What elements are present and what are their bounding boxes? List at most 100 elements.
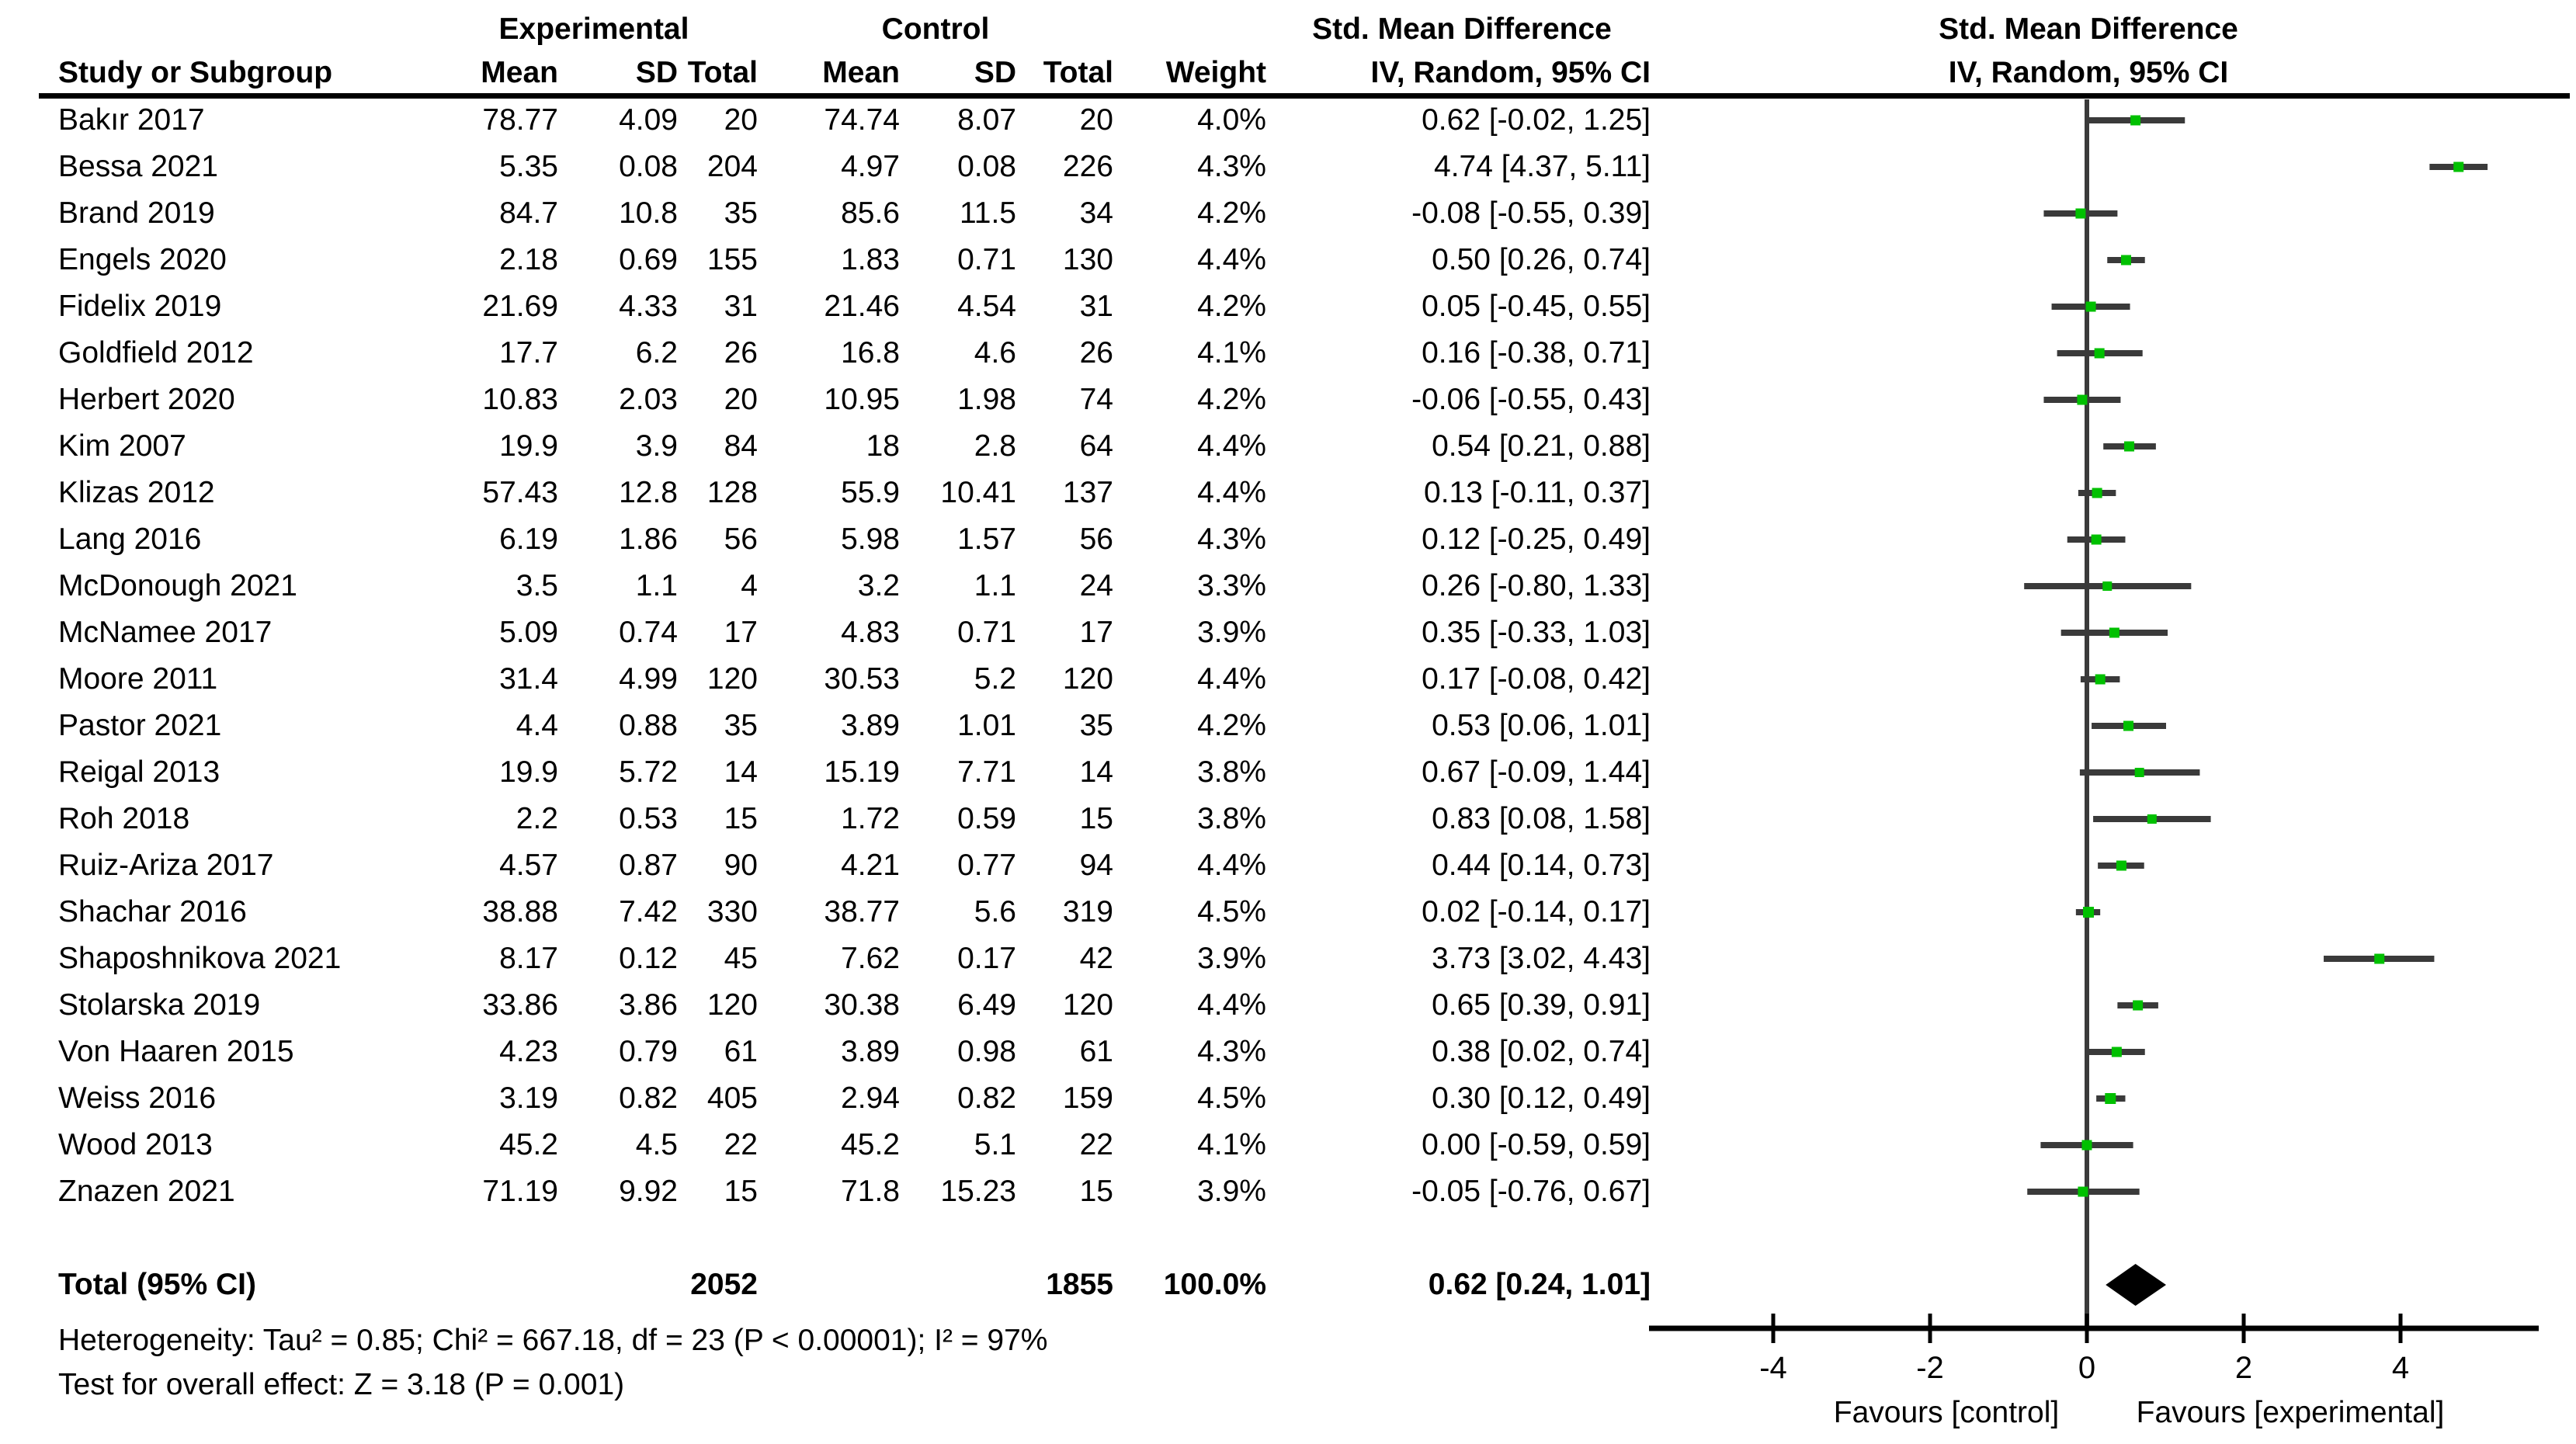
summary-diamond xyxy=(2106,1264,2167,1306)
exp-sd: 1.1 xyxy=(635,569,678,602)
method-header-left: IV, Random, 95% CI xyxy=(1370,56,1651,89)
axis-tick-label: -4 xyxy=(1759,1351,1787,1385)
exp-sd: 0.87 xyxy=(619,849,678,882)
exp-total: 35 xyxy=(724,709,758,742)
weight: 4.4% xyxy=(1197,662,1266,696)
ctl-total: 137 xyxy=(1062,476,1113,509)
ctl-mean: 71.8 xyxy=(841,1175,900,1208)
ctl-total: 120 xyxy=(1062,988,1113,1022)
study-name: Znazen 2021 xyxy=(58,1175,235,1208)
table-row: Bessa 2021 5.35 0.08 204 4.97 0.08 226 4.3% 4.74… xyxy=(0,144,2576,190)
effect-marker xyxy=(2116,860,2126,871)
weight: 4.4% xyxy=(1197,849,1266,882)
weight: 4.2% xyxy=(1197,196,1266,230)
table-row: Pastor 2021 4.4 0.88 35 3.89 1.01 35 4.2% 0.53 [… xyxy=(0,703,2576,749)
ctl-total: 26 xyxy=(1079,336,1113,370)
exp-total: 155 xyxy=(706,243,758,276)
study-name: Brand 2019 xyxy=(58,196,215,230)
table-row: Herbert 2020 10.83 2.03 20 10.95 1.98 74 4.2% -0… xyxy=(0,377,2576,423)
table-row: Weiss 2016 3.19 0.82 405 2.94 0.82 159 4.5% 0.30… xyxy=(0,1075,2576,1122)
study-name: Roh 2018 xyxy=(58,802,190,835)
table-row: Brand 2019 84.7 10.8 35 85.6 11.5 34 4.2% -0.08 … xyxy=(0,190,2576,237)
exp-mean: 4.23 xyxy=(499,1035,558,1068)
exp-mean: 5.35 xyxy=(499,150,558,183)
table-row: Kim 2007 19.9 3.9 84 18 2.8 64 4.4% 0.54 [0.21, … xyxy=(0,423,2576,470)
exp-total: 31 xyxy=(724,290,758,323)
exp-mean: 10.83 xyxy=(482,383,558,416)
ctl-sd: 0.98 xyxy=(957,1035,1016,1068)
ctl-total: 42 xyxy=(1079,942,1113,975)
exp-mean: 38.88 xyxy=(482,895,558,929)
ctl-total: 56 xyxy=(1079,522,1113,556)
exp-mean: 21.69 xyxy=(482,290,558,323)
exp-total: 20 xyxy=(724,103,758,137)
study-name: McNamee 2017 xyxy=(58,616,273,649)
exp-total: 15 xyxy=(724,1175,758,1208)
ctl-sd: 1.1 xyxy=(974,569,1016,602)
ctl-sd-header: SD xyxy=(974,56,1016,89)
table-row: Stolarska 2019 33.86 3.86 120 30.38 6.49 120 4.… xyxy=(0,982,2576,1029)
total-weight: 100.0% xyxy=(1163,1268,1266,1301)
ci-label: 0.83 [0.08, 1.58] xyxy=(1432,802,1651,835)
effect-marker xyxy=(2133,1000,2144,1011)
ci-label: 0.35 [-0.33, 1.03] xyxy=(1422,616,1651,649)
weight: 3.9% xyxy=(1197,1175,1266,1208)
exp-sd: 4.5 xyxy=(635,1128,678,1161)
study-name: Herbert 2020 xyxy=(58,383,235,416)
ctl-mean: 1.72 xyxy=(841,802,900,835)
ctl-total-header: Total xyxy=(1043,56,1113,89)
ctl-sd: 0.71 xyxy=(957,616,1016,649)
ctl-sd: 4.54 xyxy=(957,290,1016,323)
effect-marker xyxy=(2109,627,2119,638)
study-table: Bakır 2017 78.77 4.09 20 74.74 8.07 20 4.0% 0.62… xyxy=(0,97,2576,1215)
weight: 4.4% xyxy=(1197,476,1266,509)
method-header-right: IV, Random, 95% CI xyxy=(1948,56,2229,89)
axis-tick-label: 0 xyxy=(2078,1351,2095,1385)
ci-label: -0.05 [-0.76, 0.67] xyxy=(1411,1175,1651,1208)
weight: 4.4% xyxy=(1197,429,1266,463)
ci-label: 0.26 [-0.80, 1.33] xyxy=(1422,569,1651,602)
ci-label: 0.02 [-0.14, 0.17] xyxy=(1422,895,1651,929)
exp-sd: 4.33 xyxy=(619,290,678,323)
exp-total: 128 xyxy=(706,476,758,509)
effect-marker xyxy=(2078,1186,2088,1197)
ctl-mean: 4.83 xyxy=(841,616,900,649)
exp-sd: 0.69 xyxy=(619,243,678,276)
exp-mean: 45.2 xyxy=(499,1128,558,1161)
ctl-mean: 3.89 xyxy=(841,1035,900,1068)
ci-label: 3.73 [3.02, 4.43] xyxy=(1432,942,1651,975)
exp-sd: 0.79 xyxy=(619,1035,678,1068)
study-name: Moore 2011 xyxy=(58,662,218,696)
total-row-label: Total (95% CI) xyxy=(58,1268,256,1301)
favours-control-label: Favours [control] xyxy=(1834,1396,2059,1429)
weight: 3.9% xyxy=(1197,616,1266,649)
study-name: Shachar 2016 xyxy=(58,895,247,929)
ctl-mean: 38.77 xyxy=(824,895,900,929)
effect-marker xyxy=(2085,301,2096,312)
ctl-total: 31 xyxy=(1079,290,1113,323)
ctl-sd: 15.23 xyxy=(940,1175,1016,1208)
ctl-mean: 18 xyxy=(866,429,900,463)
ctl-total: 24 xyxy=(1079,569,1113,602)
exp-sd: 12.8 xyxy=(619,476,678,509)
table-row: Znazen 2021 71.19 9.92 15 71.8 15.23 15 3.9% -0.… xyxy=(0,1168,2576,1215)
ctl-mean: 4.21 xyxy=(841,849,900,882)
total-exp-n: 2052 xyxy=(690,1268,758,1301)
ctl-mean: 85.6 xyxy=(841,196,900,230)
exp-mean: 8.17 xyxy=(499,942,558,975)
axis-tick-label: -2 xyxy=(1916,1351,1944,1385)
effect-marker xyxy=(2124,441,2135,452)
ctl-total: 20 xyxy=(1079,103,1113,137)
exp-total: 90 xyxy=(724,849,758,882)
study-name: McDonough 2021 xyxy=(58,569,297,602)
exp-total: 26 xyxy=(724,336,758,370)
ctl-sd: 2.8 xyxy=(974,429,1016,463)
weight: 3.8% xyxy=(1197,755,1266,789)
table-row: Shaposhnikova 2021 8.17 0.12 45 7.62 0.17 42 3.… xyxy=(0,935,2576,982)
effect-marker xyxy=(2147,814,2157,824)
study-name: Bakır 2017 xyxy=(58,103,205,137)
ctl-total: 94 xyxy=(1079,849,1113,882)
exp-sd: 3.9 xyxy=(635,429,678,463)
